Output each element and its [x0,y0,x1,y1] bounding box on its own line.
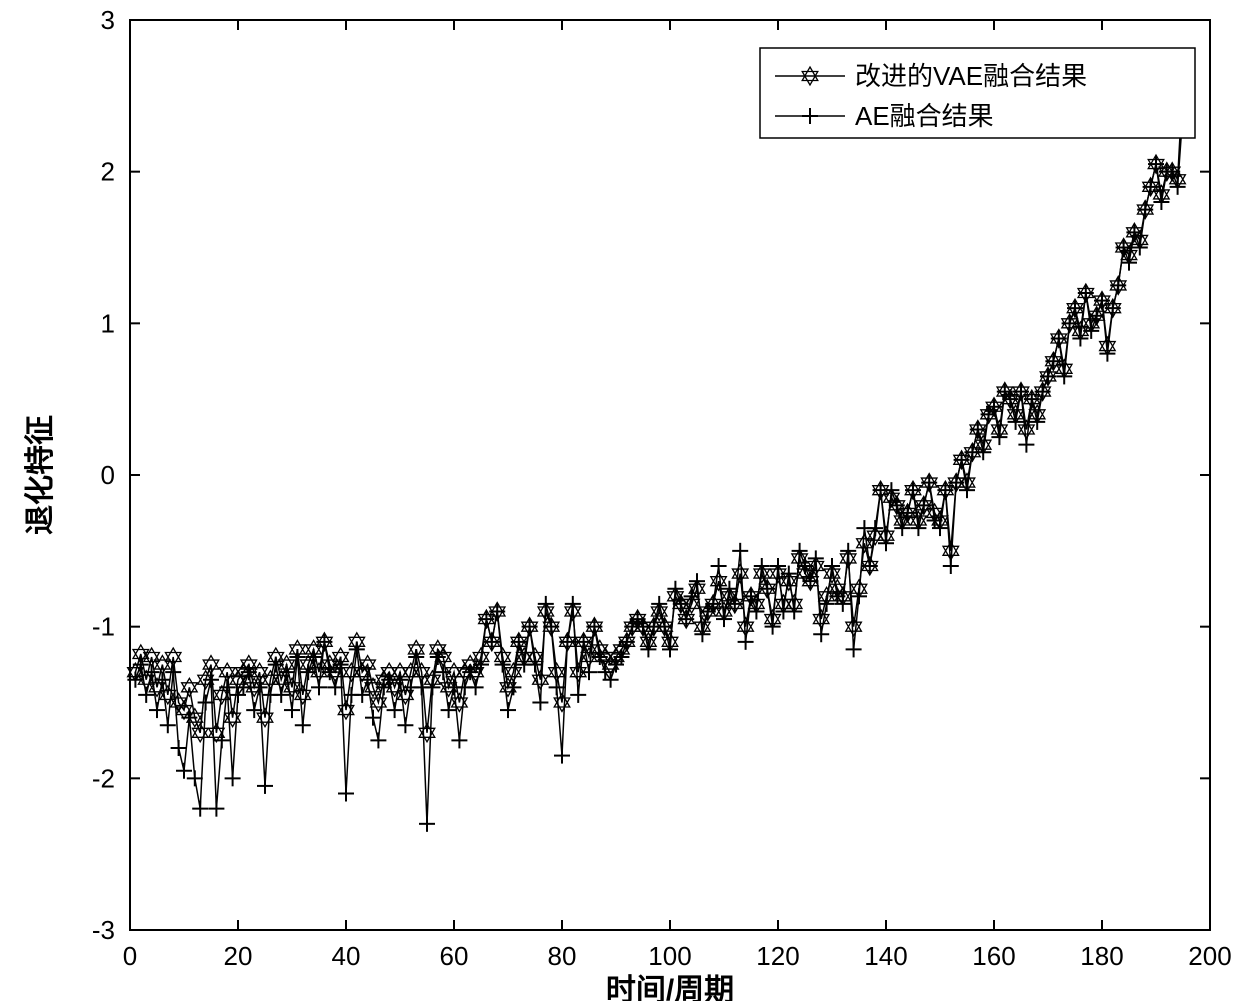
y-tick-label: 2 [101,157,115,187]
legend-label-1: AE融合结果 [855,101,994,131]
series-1 [127,103,1191,832]
y-axis-label: 退化特征 [24,415,57,535]
x-tick-label: 20 [224,941,253,971]
x-tick-label: 160 [972,941,1015,971]
x-axis-label: 时间/周期 [606,974,734,1001]
y-tick-label: -3 [92,915,115,945]
x-tick-label: 180 [1080,941,1123,971]
x-tick-label: 100 [648,941,691,971]
x-tick-label: 200 [1188,941,1231,971]
y-tick-label: 0 [101,460,115,490]
y-tick-label: 1 [101,308,115,338]
legend-label-0: 改进的VAE融合结果 [855,61,1087,91]
chart-container: 0 20 40 60 80 100 120 140 160 180 200 -3 -2 -1 0 1 2 3 时间/… [0,0,1240,1001]
x-tick-label: 60 [440,941,469,971]
x-tick-label: 120 [756,941,799,971]
x-tick-label: 80 [548,941,577,971]
y-tick-label: -1 [92,612,115,642]
chart-svg: 0 20 40 60 80 100 120 140 160 180 200 -3 -2 -1 0 1 2 3 时间/… [0,0,1240,1001]
x-tick-label: 140 [864,941,907,971]
x-tick-label: 0 [123,941,137,971]
legend: 改进的VAE融合结果 AE融合结果 [760,48,1195,138]
plot-border [130,20,1210,930]
y-tick-label: 3 [101,5,115,35]
y-tick-label: -2 [92,763,115,793]
x-tick-label: 40 [332,941,361,971]
